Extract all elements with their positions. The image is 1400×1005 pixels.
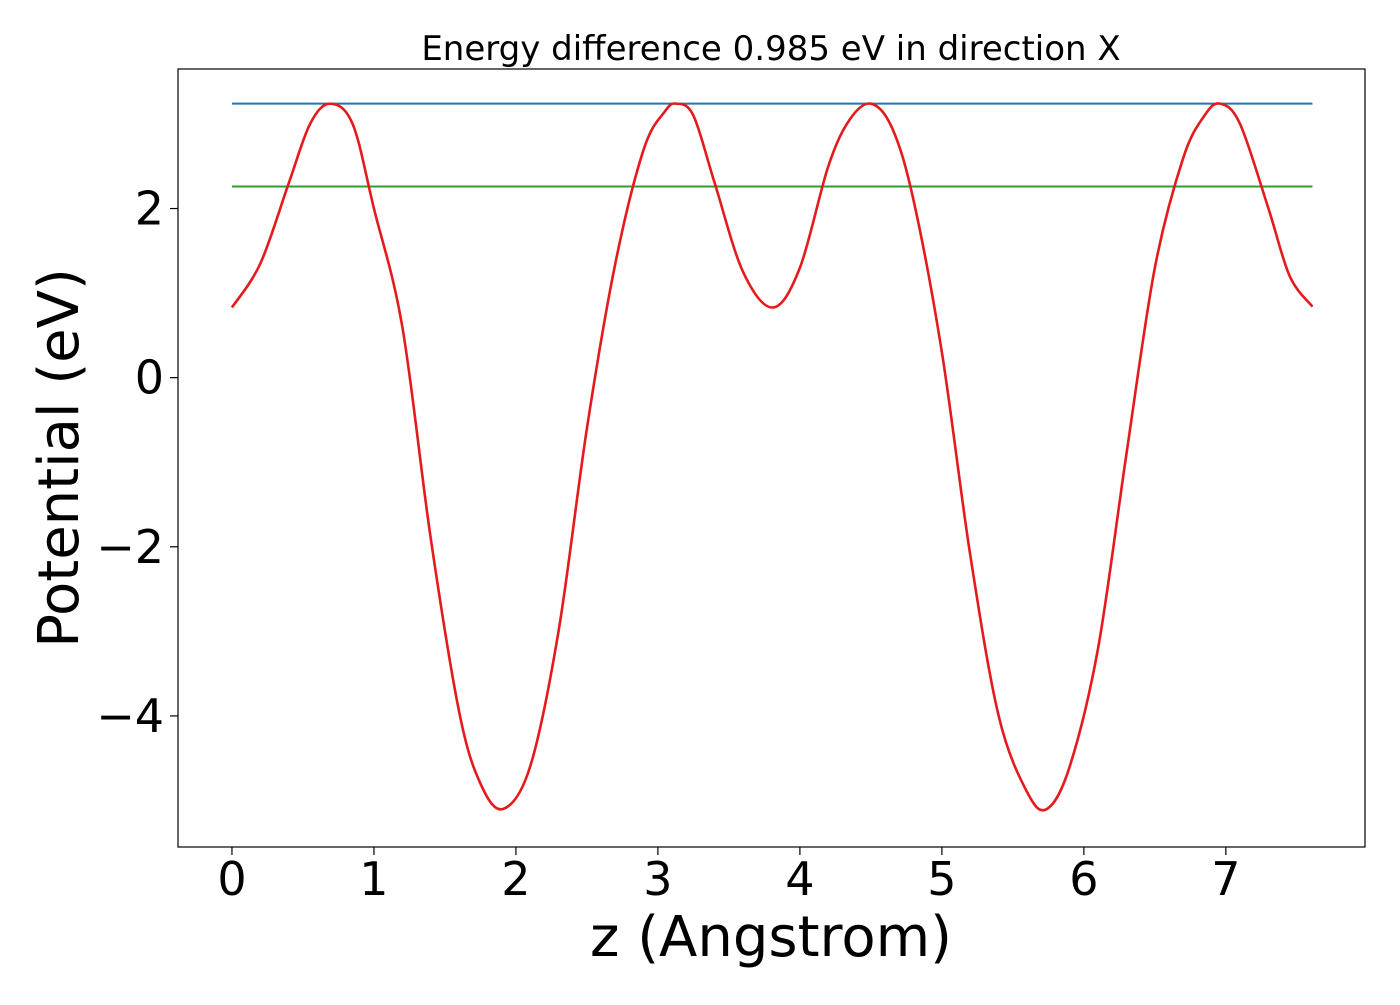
- x-tick-label: 7: [1211, 852, 1240, 906]
- axes-frame: [177, 68, 1366, 848]
- x-tick-label: 6: [1069, 852, 1098, 906]
- y-tick-label: −2: [96, 520, 164, 574]
- chart-title: Energy difference 0.985 eV in direction …: [421, 29, 1120, 69]
- x-tick-label: 1: [359, 852, 388, 906]
- x-axis-label: z (Angstrom): [590, 905, 952, 970]
- plot-area: [177, 68, 1366, 848]
- x-tick-label: 4: [785, 852, 814, 906]
- series-line-3: [230, 102, 1314, 812]
- x-tick-label: 0: [217, 852, 246, 906]
- y-tick-label: 2: [135, 182, 164, 236]
- y-tick-label: −4: [96, 689, 164, 743]
- x-tick-label: 2: [501, 852, 530, 906]
- y-axis-ticks: −4 −2 0 2: [96, 182, 178, 743]
- x-tick-label: 5: [927, 852, 956, 906]
- x-tick-label: 3: [643, 852, 672, 906]
- series-layer: [230, 102, 1314, 812]
- y-axis-label: Potential (eV): [27, 268, 92, 648]
- y-tick-label: 0: [135, 351, 164, 405]
- x-axis-ticks: 0 1 2 3 4 5 6 7: [217, 847, 1240, 906]
